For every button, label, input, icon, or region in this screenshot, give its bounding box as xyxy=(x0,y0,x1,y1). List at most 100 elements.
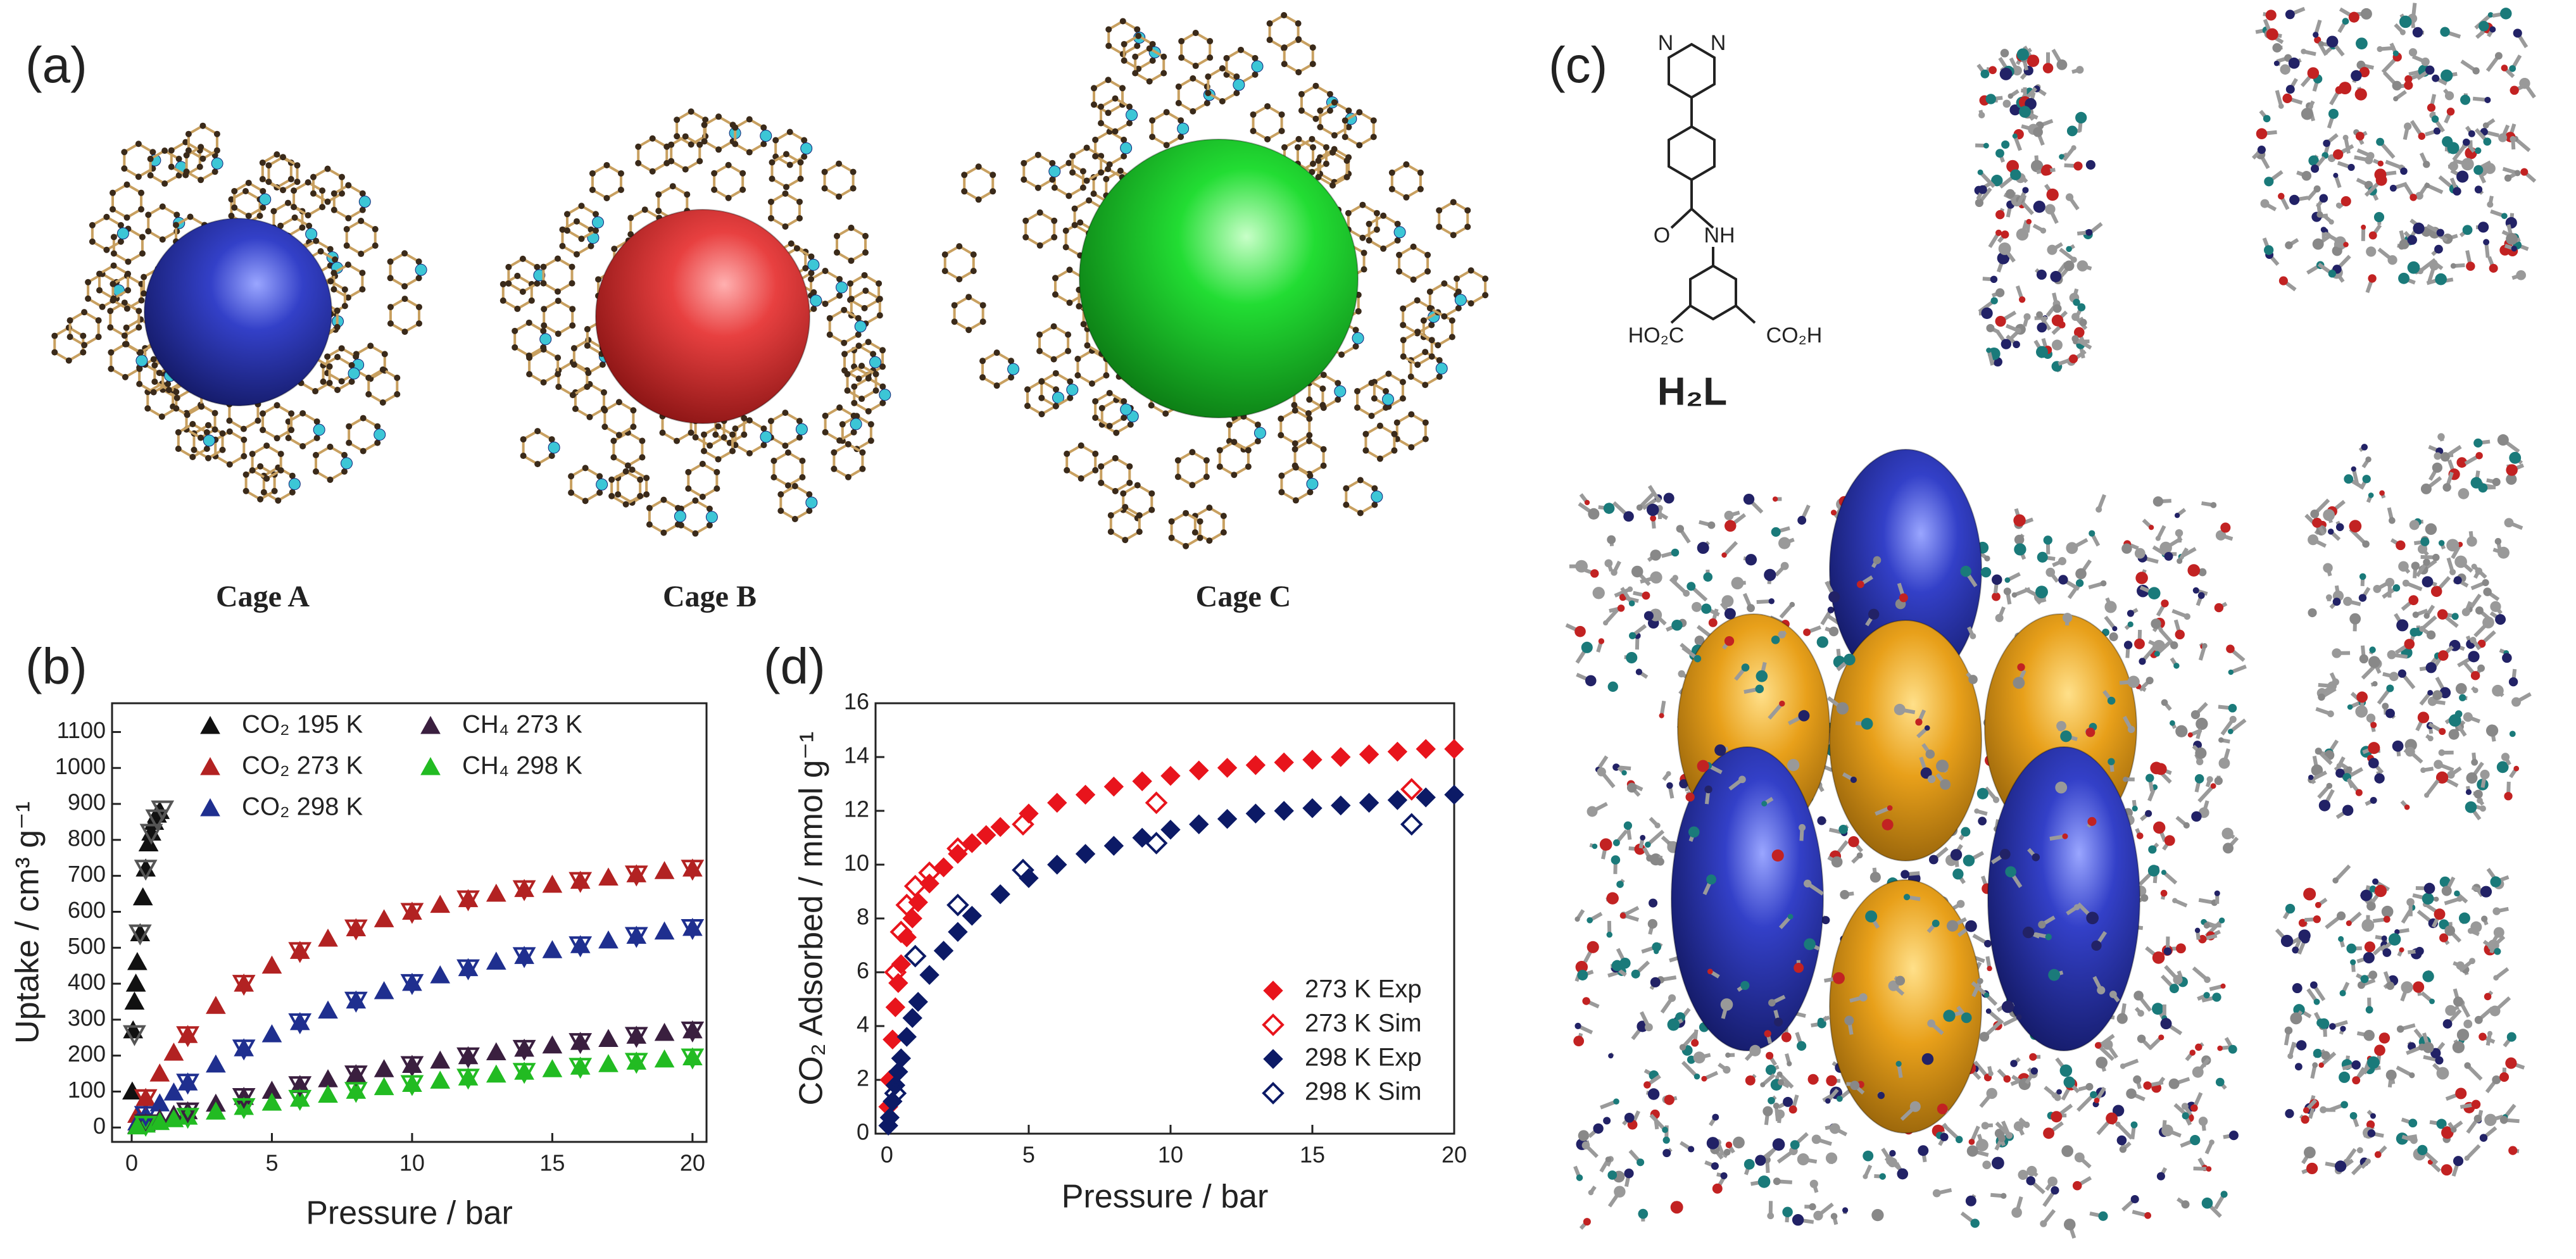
atom xyxy=(836,160,843,167)
atom xyxy=(867,437,874,444)
atom xyxy=(1787,913,1794,920)
atom xyxy=(288,427,295,434)
atom xyxy=(2169,984,2179,994)
atom xyxy=(2453,1156,2464,1167)
linker-ring xyxy=(185,403,217,439)
atom xyxy=(2285,85,2295,94)
atom xyxy=(2349,1112,2358,1120)
atom xyxy=(1135,32,1142,39)
atom xyxy=(2447,770,2455,779)
atom xyxy=(1203,473,1210,480)
atom xyxy=(615,491,622,498)
atom xyxy=(1065,348,1072,354)
atom xyxy=(862,287,869,294)
atom xyxy=(534,280,541,287)
atom xyxy=(1134,482,1141,489)
atom xyxy=(387,258,394,265)
atom xyxy=(1064,467,1071,473)
atom xyxy=(732,141,739,147)
atom xyxy=(263,442,270,449)
atom xyxy=(1771,636,1780,644)
atom xyxy=(135,173,142,180)
atom xyxy=(993,349,1000,356)
data-point xyxy=(654,1022,675,1041)
data-point xyxy=(885,997,906,1017)
atom xyxy=(1335,380,1341,387)
atom xyxy=(2357,981,2366,989)
atom xyxy=(555,354,562,361)
y-tick-label: 1000 xyxy=(55,753,106,779)
atom xyxy=(1295,69,1302,76)
atom xyxy=(1887,805,1893,811)
atom xyxy=(850,168,857,175)
atom xyxy=(1103,372,1110,379)
atom xyxy=(1807,1074,1819,1085)
atom xyxy=(2197,592,2205,599)
atom xyxy=(1360,249,1367,256)
linker-ring xyxy=(1279,409,1311,445)
atom xyxy=(610,454,617,461)
atom xyxy=(125,258,132,265)
atom xyxy=(2285,9,2295,20)
atom xyxy=(2147,587,2161,600)
linker-ring xyxy=(779,484,811,521)
atom xyxy=(2477,664,2485,672)
atom xyxy=(1687,582,1696,591)
atom xyxy=(1394,220,1401,227)
atom xyxy=(341,303,348,310)
data-point xyxy=(919,965,939,985)
atom xyxy=(2280,64,2290,75)
atom xyxy=(2062,833,2068,839)
atom xyxy=(2399,947,2404,953)
atom xyxy=(259,160,266,166)
atom xyxy=(199,155,206,162)
atom xyxy=(1863,1150,1874,1162)
y-tick-label: 100 xyxy=(68,1077,106,1103)
atom xyxy=(1121,153,1128,160)
atom xyxy=(2089,530,2095,537)
atom xyxy=(1436,357,1443,364)
bond xyxy=(1690,208,1714,229)
atom xyxy=(2173,663,2180,669)
atom xyxy=(2177,558,2183,564)
atom xyxy=(2123,641,2133,649)
atom xyxy=(649,168,656,175)
atom xyxy=(219,446,226,453)
atom xyxy=(182,139,189,146)
atom xyxy=(822,267,829,274)
atom xyxy=(1294,144,1301,151)
y-tick-label: 12 xyxy=(844,796,869,822)
atom xyxy=(1126,463,1133,470)
atom xyxy=(168,147,175,154)
atom xyxy=(1197,534,1203,541)
atom xyxy=(867,421,874,428)
atom xyxy=(586,413,593,420)
atom xyxy=(1354,404,1360,411)
atom xyxy=(712,431,719,438)
atom xyxy=(1436,207,1443,214)
atom-label: N xyxy=(1711,31,1726,55)
atom xyxy=(770,473,777,480)
atom xyxy=(1592,843,1598,849)
atom xyxy=(1978,111,1985,119)
atom-label: O xyxy=(1654,223,1670,247)
atom xyxy=(123,324,130,331)
atom xyxy=(1918,1145,1929,1156)
atom xyxy=(2432,690,2442,701)
atom xyxy=(836,437,843,444)
atom xyxy=(555,371,562,378)
atom xyxy=(2195,747,2207,759)
linker-ring xyxy=(1395,413,1427,449)
atom xyxy=(569,263,575,270)
atom xyxy=(2308,534,2319,546)
ligand-structure xyxy=(1668,42,1756,324)
atom xyxy=(782,410,789,417)
atom xyxy=(1662,1127,1668,1133)
atom xyxy=(327,278,334,285)
atom xyxy=(569,280,575,287)
atom xyxy=(339,173,346,180)
atom xyxy=(783,184,790,191)
y-tick-label: 1100 xyxy=(57,717,106,743)
bond xyxy=(1681,1031,1698,1049)
atom xyxy=(2407,235,2417,245)
